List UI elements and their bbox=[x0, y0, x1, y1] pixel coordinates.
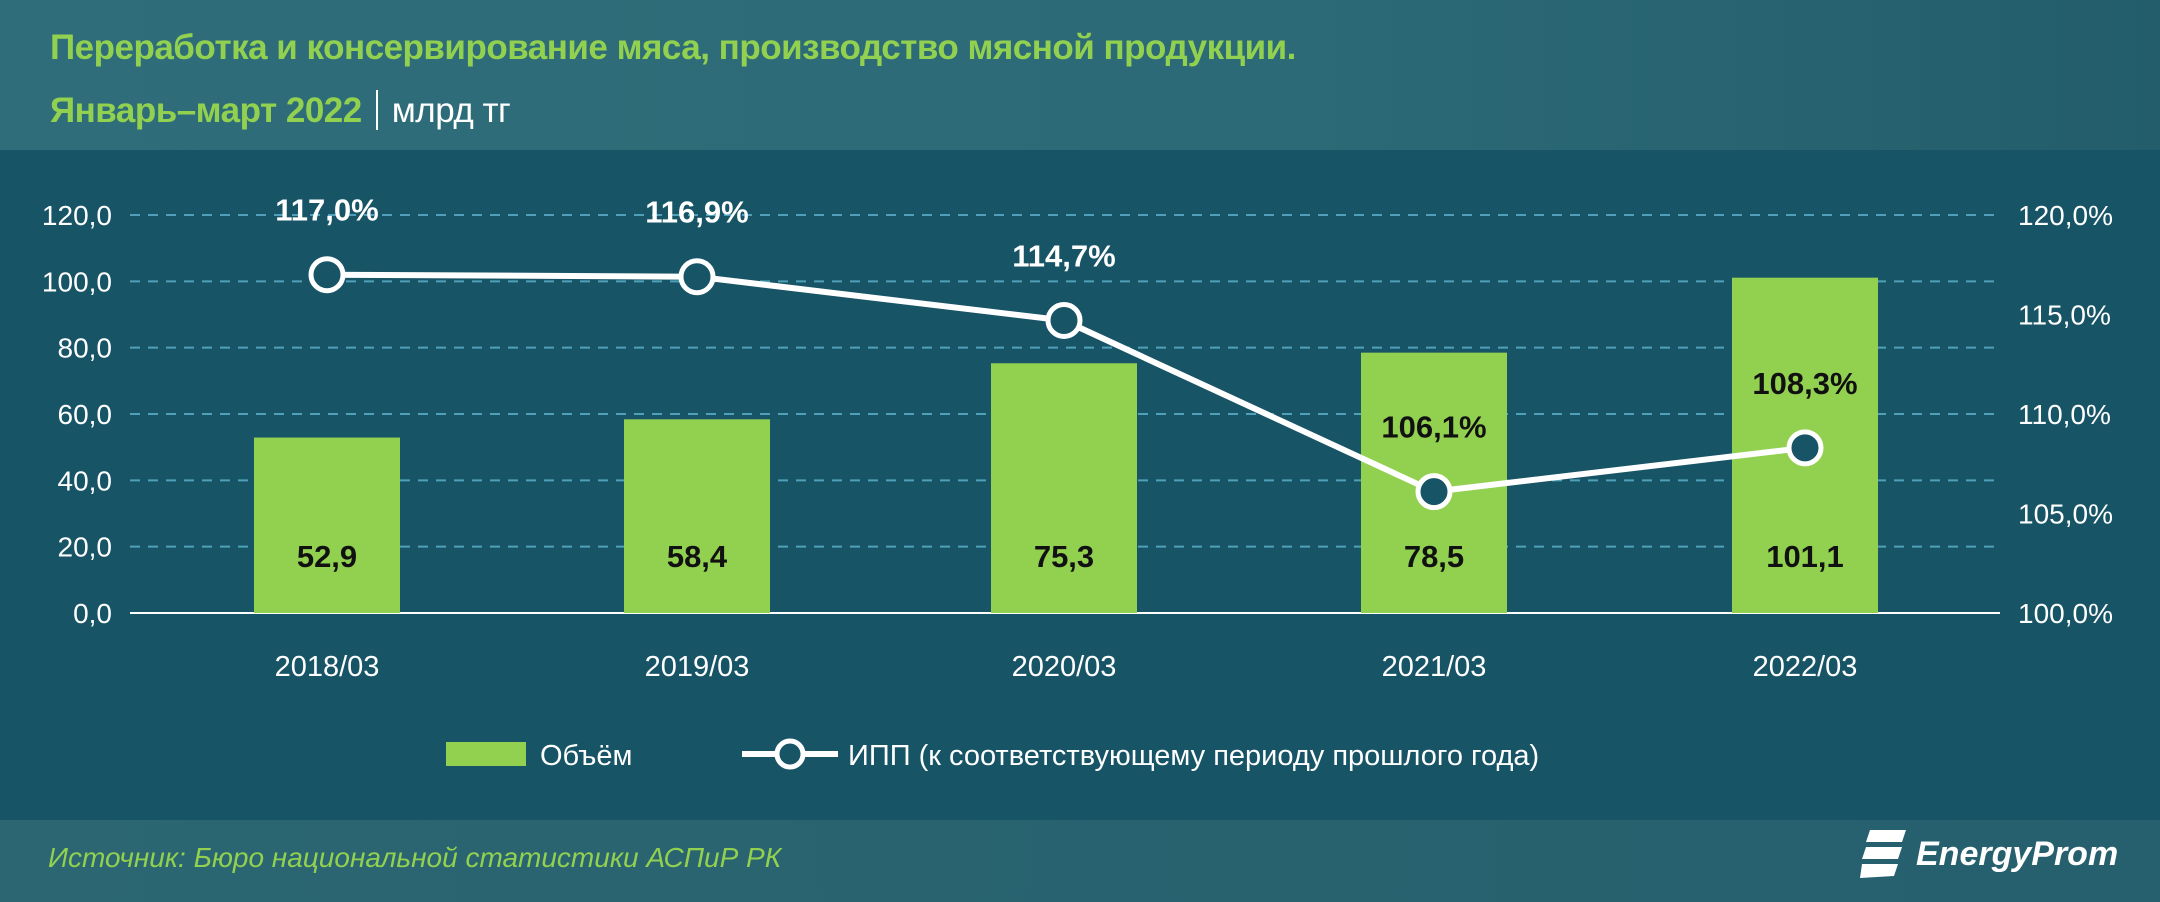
logo-icon bbox=[1860, 830, 1906, 878]
ipp-value-label: 116,9% bbox=[645, 195, 748, 230]
bar bbox=[991, 363, 1137, 613]
footer bbox=[0, 820, 2160, 902]
source-note: Источник: Бюро национальной статистики А… bbox=[48, 842, 782, 873]
chart-title: Переработка и консервирование мяса, прои… bbox=[50, 28, 1296, 67]
logo-text: EnergyProm bbox=[1916, 834, 2119, 873]
bar-value-label: 58,4 bbox=[667, 539, 728, 574]
right-axis-tick-label: 120,0% bbox=[2018, 200, 2113, 231]
subtitle-divider bbox=[375, 90, 378, 130]
x-axis-tick-label: 2019/03 bbox=[645, 651, 750, 683]
ipp-value-label: 106,1% bbox=[1381, 410, 1486, 445]
ipp-value-label: 108,3% bbox=[1752, 366, 1857, 401]
x-axis-tick-label: 2018/03 bbox=[275, 651, 380, 683]
left-axis-tick-label: 60,0 bbox=[58, 399, 113, 430]
bar-value-label: 75,3 bbox=[1034, 539, 1094, 574]
legend-line-label: ИПП (к соответствующему периоду прошлого… bbox=[848, 740, 1539, 772]
ipp-value-label: 114,7% bbox=[1012, 238, 1115, 273]
right-axis-tick-label: 115,0% bbox=[2018, 300, 2111, 331]
left-axis-tick-label: 80,0 bbox=[58, 333, 113, 364]
x-axis-tick-label: 2021/03 bbox=[1382, 651, 1487, 683]
right-axis-tick-label: 100,0% bbox=[2018, 598, 2113, 629]
energyprom-logo: EnergyProm bbox=[1860, 828, 2118, 880]
subtitle-period: Январь–март 2022 bbox=[50, 91, 362, 130]
chart-subtitle: Январь–март 2022 млрд тг bbox=[50, 90, 511, 131]
legend-bar-label: Объём bbox=[540, 740, 632, 772]
ipp-marker bbox=[1045, 301, 1083, 339]
ipp-value-label: 117,0% bbox=[275, 193, 378, 228]
subtitle-unit: млрд тг bbox=[391, 91, 511, 130]
left-axis-tick-label: 100,0 bbox=[42, 266, 112, 297]
ipp-marker bbox=[1415, 473, 1453, 511]
ipp-marker bbox=[308, 256, 346, 294]
bar-value-label: 78,5 bbox=[1404, 539, 1464, 574]
x-axis-tick-label: 2022/03 bbox=[1753, 651, 1858, 683]
right-axis-tick-label: 110,0% bbox=[2018, 399, 2111, 430]
bar bbox=[624, 419, 770, 613]
bar-value-label: 101,1 bbox=[1766, 539, 1844, 574]
left-axis-tick-label: 0,0 bbox=[73, 598, 112, 629]
x-axis-tick-label: 2020/03 bbox=[1012, 651, 1117, 683]
left-axis-tick-label: 20,0 bbox=[58, 532, 113, 563]
left-axis-tick-label: 120,0 bbox=[42, 200, 112, 231]
right-axis-tick-label: 105,0% bbox=[2018, 499, 2113, 530]
bar bbox=[254, 437, 400, 613]
legend-bar-swatch bbox=[446, 742, 526, 766]
left-axis-tick-label: 40,0 bbox=[58, 465, 113, 496]
header: Переработка и консервирование мяса, прои… bbox=[0, 0, 2160, 150]
ipp-marker bbox=[1786, 429, 1824, 467]
legend-line-marker bbox=[774, 738, 806, 770]
bar-value-label: 52,9 bbox=[297, 539, 357, 574]
ipp-marker bbox=[678, 258, 716, 296]
